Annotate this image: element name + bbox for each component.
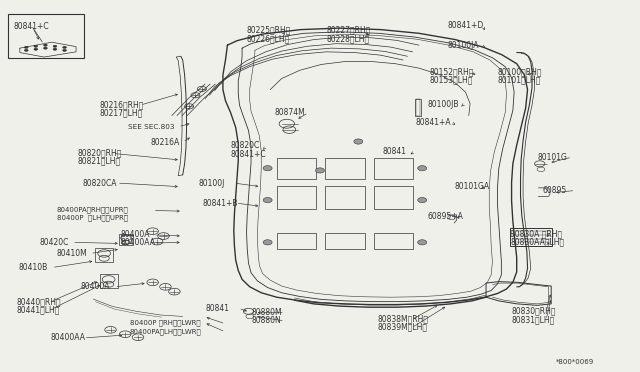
Circle shape xyxy=(24,49,28,51)
Bar xyxy=(121,235,131,243)
Text: 80400A: 80400A xyxy=(81,282,110,291)
Text: 80153〈LH〉: 80153〈LH〉 xyxy=(430,76,473,84)
Text: 80225〈RH〉: 80225〈RH〉 xyxy=(246,26,291,35)
Text: 80400P 〈RH〉〈LWR〉: 80400P 〈RH〉〈LWR〉 xyxy=(130,320,200,327)
Text: 80410B: 80410B xyxy=(19,263,48,272)
Circle shape xyxy=(418,198,427,203)
Text: 80152〈RH〉: 80152〈RH〉 xyxy=(430,67,474,76)
Text: 80830〈RH〉: 80830〈RH〉 xyxy=(511,307,556,316)
Circle shape xyxy=(263,240,272,245)
Text: 80410M: 80410M xyxy=(57,249,88,258)
Text: 80226〈LH〉: 80226〈LH〉 xyxy=(246,34,290,43)
Text: 80880N: 80880N xyxy=(251,317,281,326)
Text: 80874M: 80874M xyxy=(274,108,305,117)
Bar xyxy=(415,99,421,116)
Text: 80841+C: 80841+C xyxy=(13,22,49,31)
Text: 80841: 80841 xyxy=(205,304,229,313)
Text: 80100〈RH〉: 80100〈RH〉 xyxy=(497,67,542,76)
Text: 80841+D: 80841+D xyxy=(448,21,484,30)
Text: 80101〈LH〉: 80101〈LH〉 xyxy=(497,76,541,84)
Circle shape xyxy=(354,139,363,144)
Text: 80101G: 80101G xyxy=(537,153,567,161)
Bar xyxy=(374,158,413,179)
Text: 80820C: 80820C xyxy=(230,141,260,151)
Text: 80400P  〈LH〉〈UPR〉: 80400P 〈LH〉〈UPR〉 xyxy=(57,215,128,221)
Text: 80100JB: 80100JB xyxy=(428,100,459,109)
Text: 80841: 80841 xyxy=(383,147,406,156)
Text: 80831〈LH〉: 80831〈LH〉 xyxy=(511,315,555,324)
Bar xyxy=(276,186,316,209)
Circle shape xyxy=(418,240,427,245)
Text: 80841+B: 80841+B xyxy=(202,199,238,208)
Text: 80830AA〈LH〉: 80830AA〈LH〉 xyxy=(510,237,564,246)
Text: 80216〈RH〉: 80216〈RH〉 xyxy=(100,100,144,109)
Text: 80821〈LH〉: 80821〈LH〉 xyxy=(77,156,120,165)
Bar xyxy=(119,234,133,244)
Text: 80216A: 80216A xyxy=(151,138,180,147)
Text: 60895: 60895 xyxy=(542,186,566,195)
Circle shape xyxy=(263,198,272,203)
Text: 80400PA〈LH〉〈LWR〉: 80400PA〈LH〉〈LWR〉 xyxy=(130,328,202,334)
Text: 80400AA: 80400AA xyxy=(121,238,156,247)
Text: 80820〈RH〉: 80820〈RH〉 xyxy=(77,148,122,157)
Text: 80841+C: 80841+C xyxy=(230,150,266,159)
Text: 80838M〈RH〉: 80838M〈RH〉 xyxy=(378,314,428,323)
Circle shape xyxy=(63,46,67,48)
Bar xyxy=(325,234,365,249)
Circle shape xyxy=(63,49,67,51)
Text: 80839M〈LH〉: 80839M〈LH〉 xyxy=(378,322,428,331)
Bar xyxy=(276,234,316,249)
Circle shape xyxy=(24,46,28,48)
Bar xyxy=(100,274,118,288)
Text: 80841+A: 80841+A xyxy=(416,118,451,127)
Text: 80217〈LH〉: 80217〈LH〉 xyxy=(100,108,143,117)
Bar xyxy=(416,99,420,116)
Text: 80100J: 80100J xyxy=(198,179,225,187)
Text: 80228〈LH〉: 80228〈LH〉 xyxy=(326,34,369,43)
Text: 80440〈RH〉: 80440〈RH〉 xyxy=(17,297,61,306)
Circle shape xyxy=(34,45,38,47)
Text: 80101GA: 80101GA xyxy=(454,182,489,190)
Text: SEE SEC.803: SEE SEC.803 xyxy=(129,124,175,130)
Text: 80400PA〈RH〉〈UPR〉: 80400PA〈RH〉〈UPR〉 xyxy=(57,206,129,213)
Bar xyxy=(95,248,113,262)
Circle shape xyxy=(34,48,38,50)
Text: 80420C: 80420C xyxy=(39,238,68,247)
Text: 80880M: 80880M xyxy=(251,308,282,317)
Bar xyxy=(325,158,365,179)
Text: 80830A 〈RH〉: 80830A 〈RH〉 xyxy=(510,229,563,238)
Bar xyxy=(510,228,552,246)
Text: 80100JA: 80100JA xyxy=(448,41,479,51)
Bar xyxy=(276,158,316,179)
Bar xyxy=(374,186,413,209)
Circle shape xyxy=(418,166,427,171)
Circle shape xyxy=(44,47,47,49)
Bar xyxy=(325,186,365,209)
Circle shape xyxy=(263,166,272,171)
Text: 80227〈RH〉: 80227〈RH〉 xyxy=(326,26,371,35)
Text: 80400AA: 80400AA xyxy=(51,333,86,342)
Circle shape xyxy=(53,45,57,47)
Bar xyxy=(374,234,413,249)
Bar xyxy=(8,15,84,58)
Text: 80820CA: 80820CA xyxy=(83,179,117,187)
Circle shape xyxy=(316,168,324,173)
Text: 60895+A: 60895+A xyxy=(428,212,463,221)
Text: 80400A: 80400A xyxy=(121,230,150,239)
Text: 80441〈LH〉: 80441〈LH〉 xyxy=(17,305,60,314)
Text: *800*0069: *800*0069 xyxy=(556,359,595,365)
Circle shape xyxy=(53,48,57,50)
Circle shape xyxy=(44,44,47,46)
